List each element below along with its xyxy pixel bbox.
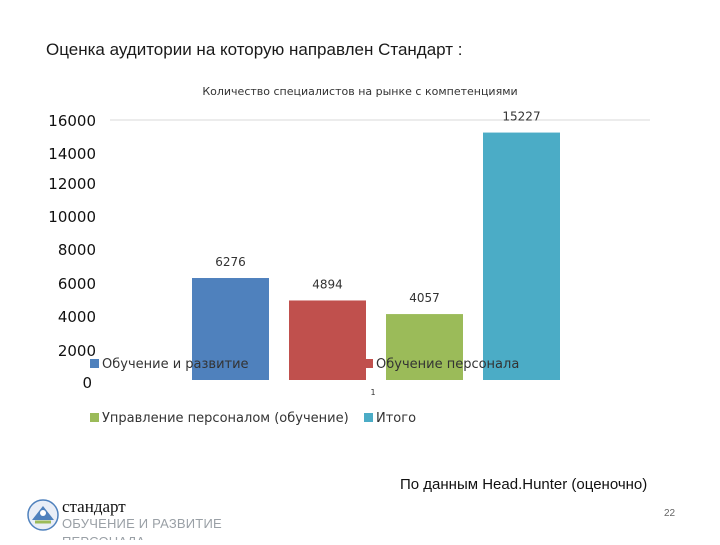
bar-4 <box>483 132 560 380</box>
standard-logo-icon <box>26 498 60 537</box>
y-tick-label: 10000 <box>48 208 96 226</box>
page-number: 22 <box>664 508 676 519</box>
logo-wordmark: стандарт <box>62 497 126 516</box>
footer-logo: стандарт ОБУЧЕНИЕ И РАЗВИТИЕ ПЕРСОНАЛА <box>14 494 234 540</box>
chart-title: Количество специалистов на рынке с компе… <box>202 85 517 98</box>
bar-1 <box>192 278 269 380</box>
y-tick-label: 0 <box>82 374 92 392</box>
slide-title: Оценка аудитории на которую направлен Ст… <box>46 40 463 59</box>
x-tick-label: 1 <box>370 388 375 397</box>
bar-2 <box>289 300 366 380</box>
bar-3 <box>386 314 463 380</box>
data-label: 4057 <box>409 291 440 305</box>
legend-label: Обучение и развитие <box>102 357 249 372</box>
data-label: 4894 <box>312 277 343 291</box>
source-note: По данным Head.Hunter (оценочно) <box>400 476 648 493</box>
y-tick-label: 8000 <box>58 241 96 259</box>
logo-subtitle: ОБУЧЕНИЕ И РАЗВИТИЕ ПЕРСОНАЛА <box>62 516 222 540</box>
legend-swatch <box>90 413 99 422</box>
legend-label: Управление персоналом (обучение) <box>102 411 349 426</box>
y-tick-label: 4000 <box>58 308 96 326</box>
legend-swatch <box>90 359 99 368</box>
legend-label: Обучение персонала <box>376 357 519 372</box>
data-label: 15227 <box>502 110 540 124</box>
legend-swatch <box>364 359 373 368</box>
y-tick-label: 2000 <box>58 342 96 360</box>
data-label: 6276 <box>215 255 246 269</box>
y-tick-label: 14000 <box>48 145 96 163</box>
y-tick-label: 6000 <box>58 275 96 293</box>
y-tick-label: 16000 <box>48 112 96 130</box>
y-tick-label: 12000 <box>48 175 96 193</box>
legend-label: Итого <box>376 411 416 426</box>
legend-swatch <box>364 413 373 422</box>
